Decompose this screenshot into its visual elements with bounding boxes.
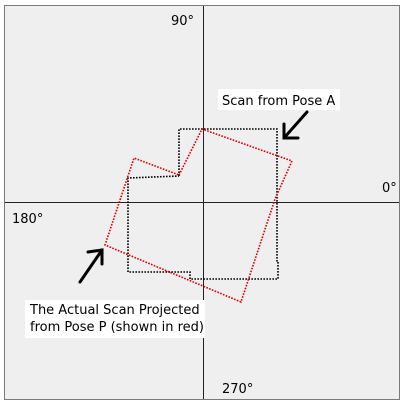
angle-90-label: 90° (171, 14, 194, 29)
angle-0-label: 0° (382, 181, 397, 196)
angle-180-label: 180° (12, 212, 43, 227)
actual-scan-label-line2: from Pose P (shown in red) (30, 320, 204, 335)
scan-pose-a-label: Scan from Pose A (222, 94, 335, 109)
actual-scan-label-line1: The Actual Scan Projected (29, 303, 200, 318)
angle-270-label: 270° (222, 382, 253, 397)
